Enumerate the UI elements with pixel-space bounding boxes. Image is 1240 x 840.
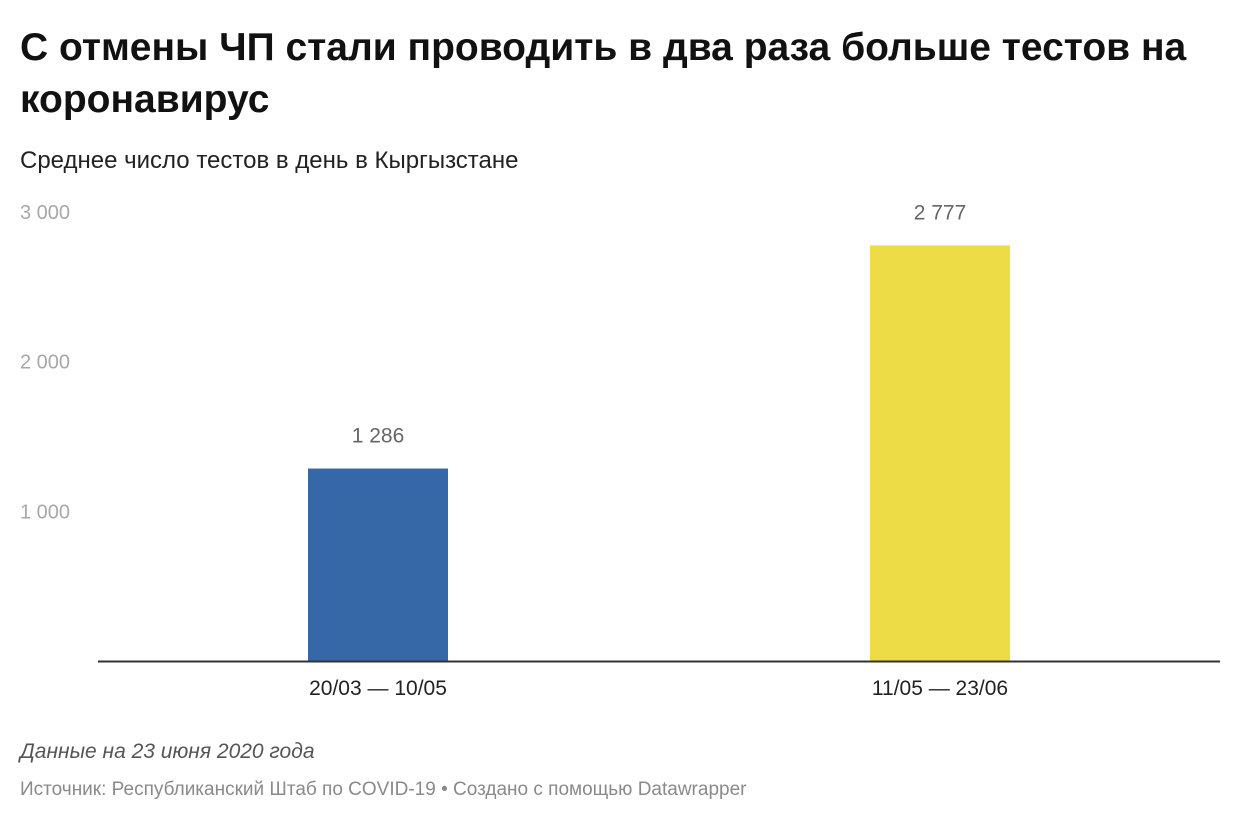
x-category-label: 20/03 — 10/05 (309, 677, 447, 700)
bar (870, 245, 1010, 661)
y-tick-label: 3 000 (20, 202, 70, 224)
bar-value-label: 1 286 (352, 425, 405, 448)
x-category-label: 11/05 — 23/06 (872, 677, 1008, 700)
chart-source: Источник: Республиканский Штаб по COVID-… (20, 779, 747, 800)
chart-notes: Данные на 23 июня 2020 года (20, 740, 315, 763)
chart-title: С отмены ЧП стали проводить в два раза б… (20, 26, 1187, 121)
y-tick-label: 1 000 (20, 501, 70, 523)
bar-value-label: 2 777 (914, 201, 967, 224)
y-tick-label: 2 000 (20, 352, 70, 374)
bar (308, 468, 448, 661)
bar-chart: 1 000 2 000 3 000 1 286 20/03 — 10/05 2 777 11… (20, 201, 1220, 700)
chart-subtitle: Среднее число тестов в день в Кыргызстан… (20, 147, 519, 174)
